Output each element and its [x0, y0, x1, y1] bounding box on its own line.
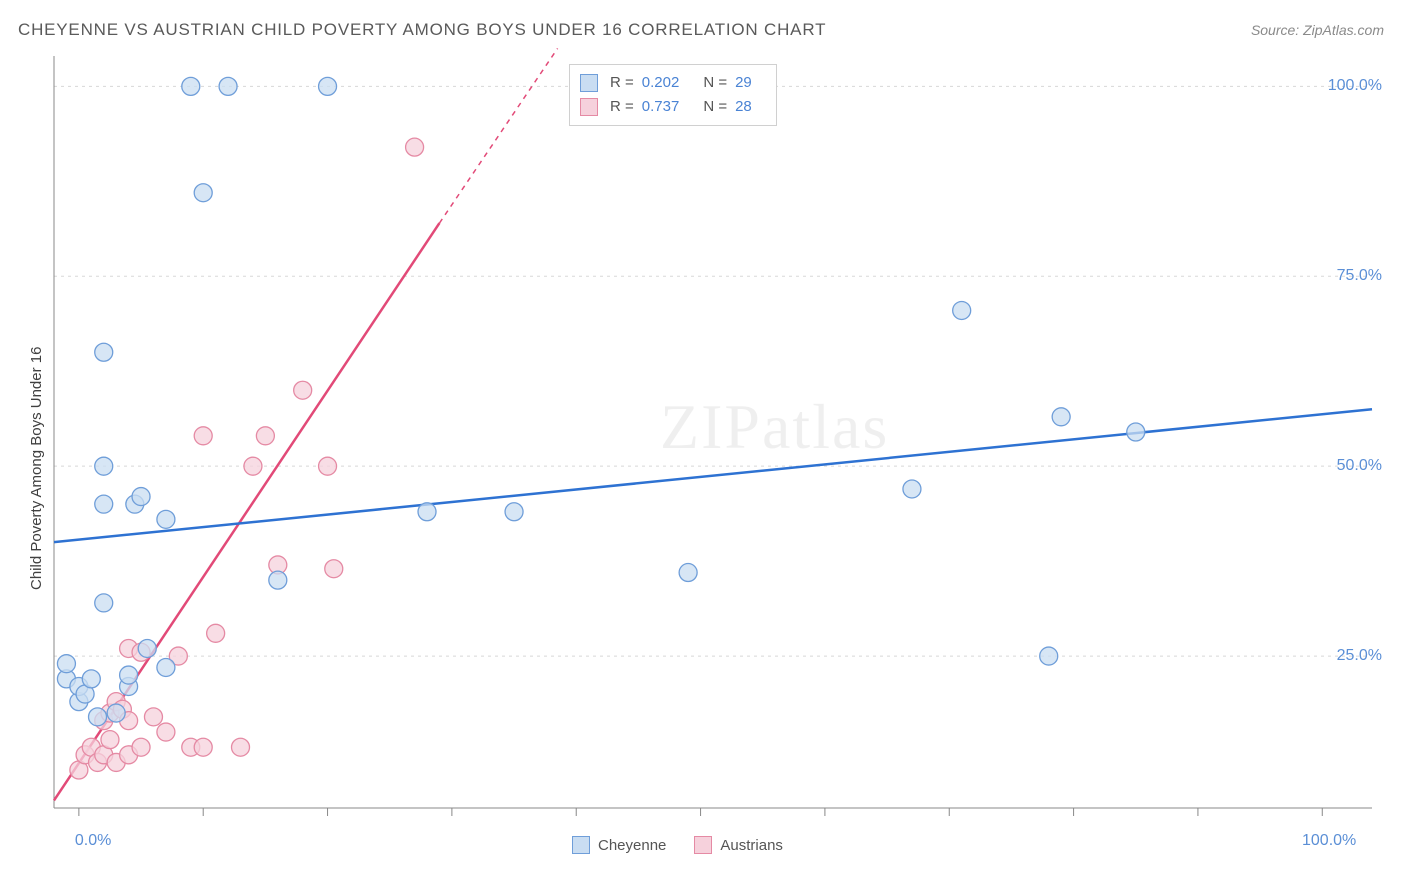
legend-r-value: 0.737 [642, 95, 680, 119]
legend-series: Cheyenne Austrians [572, 836, 783, 854]
x-tick-label: 0.0% [75, 832, 111, 850]
legend-n-label: N = [703, 95, 727, 119]
x-tick-label: 100.0% [1302, 832, 1356, 850]
y-tick-label: 25.0% [1337, 647, 1382, 665]
legend-n-value: 29 [735, 71, 752, 95]
legend-r-value: 0.202 [642, 71, 680, 95]
y-axis-label: Child Poverty Among Boys Under 16 [28, 347, 45, 590]
legend-swatch [694, 836, 712, 854]
chart-title: CHEYENNE VS AUSTRIAN CHILD POVERTY AMONG… [18, 20, 826, 40]
legend-label: Austrians [720, 837, 783, 854]
source-label: Source: ZipAtlas.com [1251, 22, 1384, 38]
legend-n-label: N = [703, 71, 727, 95]
y-tick-label: 75.0% [1337, 267, 1382, 285]
legend-swatch [572, 836, 590, 854]
legend-item: Cheyenne [572, 836, 666, 854]
legend-swatch [580, 74, 598, 92]
legend-correlation-row: R = 0.737 N = 28 [580, 95, 762, 119]
legend-label: Cheyenne [598, 837, 666, 854]
legend-swatch [580, 98, 598, 116]
legend-item: Austrians [694, 836, 783, 854]
y-tick-label: 100.0% [1328, 77, 1382, 95]
y-tick-label: 50.0% [1337, 457, 1382, 475]
legend-correlation-row: R = 0.202 N = 29 [580, 71, 762, 95]
legend-r-label: R = [610, 95, 634, 119]
legend-n-value: 28 [735, 95, 752, 119]
scatter-plot [54, 56, 1372, 808]
legend-r-label: R = [610, 71, 634, 95]
legend-correlation: R = 0.202 N = 29 R = 0.737 N = 28 [569, 64, 777, 126]
